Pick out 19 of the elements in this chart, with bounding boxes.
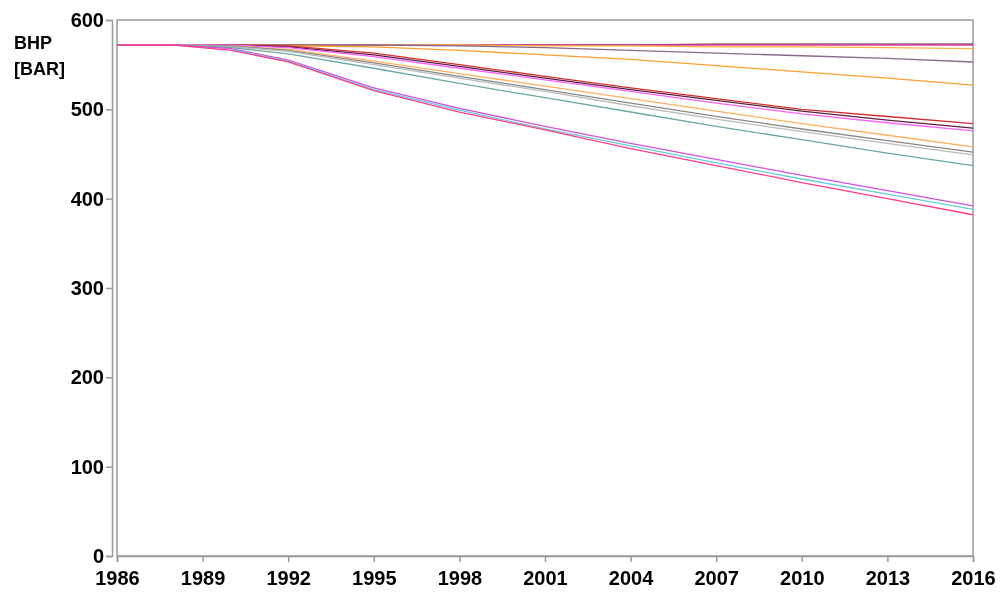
x-tick-label: 2013 bbox=[865, 567, 911, 589]
x-tick-label: 2016 bbox=[951, 567, 996, 589]
x-tick-label: 1998 bbox=[437, 567, 483, 589]
x-tick-label: 1989 bbox=[180, 567, 226, 589]
y-tick-label: 500 bbox=[70, 98, 104, 121]
y-axis-title: BHP [BAR] bbox=[14, 33, 65, 80]
x-tick-label: 2010 bbox=[780, 567, 825, 589]
y-tick-label: 400 bbox=[70, 187, 104, 210]
x-tick-label: 2007 bbox=[694, 567, 739, 589]
x-tick-label: 2001 bbox=[523, 567, 568, 589]
y-tick-label: 0 bbox=[92, 544, 104, 567]
y-tick-label: 200 bbox=[70, 366, 104, 389]
x-tick-label: 1986 bbox=[95, 567, 140, 589]
x-tick-label: 1992 bbox=[266, 567, 311, 589]
x-tick-label: 1995 bbox=[352, 567, 397, 589]
y-tick-label: 100 bbox=[70, 455, 104, 478]
x-tick-label: 2004 bbox=[608, 567, 655, 589]
y-tick-label: 300 bbox=[70, 276, 104, 299]
y-tick-label: 600 bbox=[70, 8, 104, 31]
